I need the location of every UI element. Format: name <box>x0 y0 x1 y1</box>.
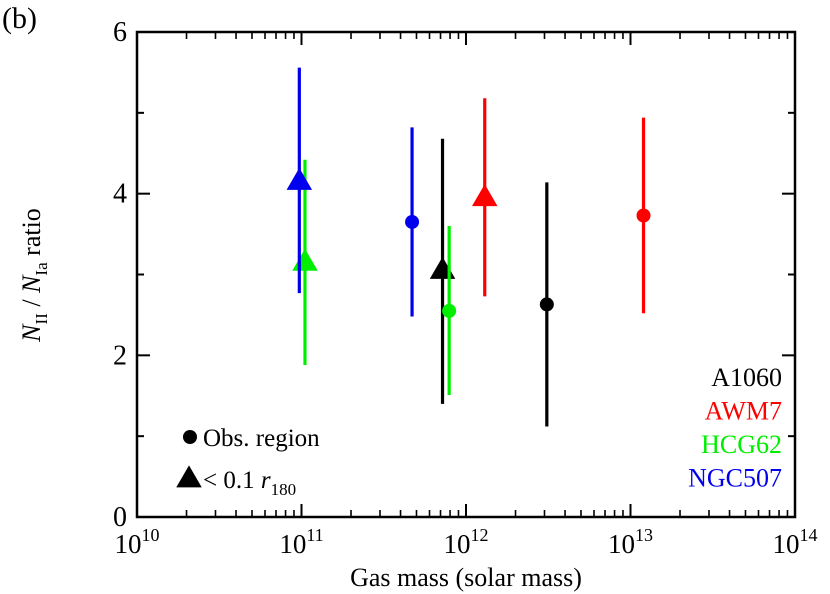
legend-a1060: A1060 <box>711 363 782 392</box>
legend-awm7: AWM7 <box>705 397 782 426</box>
y-tick-label: 6 <box>113 17 127 48</box>
data-point-circle <box>636 208 651 223</box>
legend-ngc507: NGC507 <box>688 464 782 493</box>
y-label-sub2: Ia <box>32 262 51 276</box>
y-axis: 0 2 4 6 <box>113 17 795 533</box>
data-point-triangle <box>292 248 318 271</box>
y-tick-label: 0 <box>113 502 127 533</box>
x-tick-label: 1012 <box>444 525 489 559</box>
panel-label: (b) <box>2 2 37 35</box>
data-point-circle <box>405 214 420 229</box>
series-ngc507 <box>286 67 420 317</box>
legend-triangle-label: < 0.1 r180 <box>203 467 296 499</box>
x-axis-label: Gas mass (solar mass) <box>350 563 582 592</box>
legend-hcg62: HCG62 <box>701 430 782 459</box>
y-label-n1: N <box>17 323 46 343</box>
x-tick-label: 1013 <box>608 525 653 559</box>
y-label-sep: / <box>17 293 46 313</box>
legend-circle-label: Obs. region <box>203 425 320 452</box>
series-hcg62 <box>292 159 457 395</box>
data-point-circle <box>539 297 554 312</box>
y-label-rest: ratio <box>17 208 46 262</box>
y-label-sub1: II <box>32 313 51 325</box>
series-legend: A1060 AWM7 HCG62 NGC507 <box>688 363 782 493</box>
data-layer <box>286 67 651 427</box>
data-point-circle <box>442 303 457 318</box>
y-tick-label: 2 <box>113 340 127 371</box>
data-point-triangle <box>429 256 456 279</box>
data-point-triangle <box>471 184 498 207</box>
y-tick-label: 4 <box>113 179 127 210</box>
x-tick-label: 1010 <box>115 525 160 559</box>
data-point-triangle <box>286 167 313 190</box>
legend-circle-marker <box>183 430 197 444</box>
x-tick-label: 1011 <box>279 525 323 559</box>
y-label-n2: N <box>17 274 46 294</box>
x-tick-label: 1014 <box>773 525 818 559</box>
legend-triangle-marker <box>176 465 202 488</box>
marker-legend: Obs. region < 0.1 r180 <box>176 425 320 499</box>
y-axis-label: NII / NIa ratio <box>17 208 51 343</box>
x-axis: 1010 1011 1012 1013 1014 <box>115 32 818 559</box>
series-awm7 <box>471 98 651 314</box>
